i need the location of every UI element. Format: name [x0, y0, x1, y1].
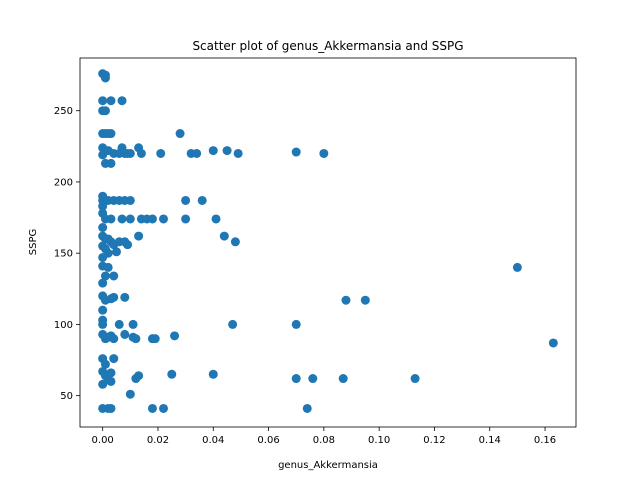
scatter-point: [98, 252, 108, 262]
x-tick-label: 0.02: [147, 435, 169, 446]
scatter-point: [98, 201, 108, 211]
chart-title: Scatter plot of genus_Akkermansia and SS…: [192, 39, 463, 53]
scatter-point: [192, 148, 202, 158]
scatter-point: [120, 292, 130, 302]
scatter-point: [548, 338, 558, 348]
scatter-point: [106, 368, 116, 378]
scatter-point: [111, 247, 121, 257]
scatter-point: [131, 334, 141, 344]
scatter-point: [125, 389, 135, 399]
scatter-point: [103, 262, 113, 272]
scatter-point: [360, 295, 370, 305]
x-tick-label: 0.16: [534, 435, 556, 446]
x-tick-label: 0.10: [368, 435, 390, 446]
scatter-point: [512, 262, 522, 272]
scatter-point: [98, 223, 108, 233]
scatter-point: [291, 319, 301, 329]
scatter-point: [134, 231, 144, 241]
y-axis-ticks: 50 100 150 200 250: [54, 106, 80, 402]
scatter-point: [175, 129, 185, 139]
scatter-point: [109, 271, 119, 281]
x-tick-label: 0.14: [479, 435, 501, 446]
scatter-point: [147, 214, 157, 224]
scatter-point: [100, 271, 110, 281]
scatter-point: [211, 214, 221, 224]
scatter-point: [150, 334, 160, 344]
x-axis-label: genus_Akkermansia: [278, 460, 378, 471]
scatter-point: [106, 129, 116, 139]
x-tick-label: 0.06: [257, 435, 279, 446]
scatter-point: [98, 96, 108, 106]
scatter-point: [291, 147, 301, 157]
scatter-point: [128, 319, 138, 329]
scatter-point: [125, 148, 135, 158]
scatter-point: [109, 334, 119, 344]
scatter-point: [109, 292, 119, 302]
x-tick-label: 0.04: [202, 435, 224, 446]
scatter-point: [98, 278, 108, 288]
points-layer: [98, 69, 558, 413]
scatter-point: [147, 403, 157, 413]
scatter-point: [338, 374, 348, 384]
x-tick-label: 0.12: [423, 435, 445, 446]
scatter-point: [125, 195, 135, 205]
x-tick-label: 0.08: [313, 435, 335, 446]
scatter-point: [181, 195, 191, 205]
scatter-point: [117, 96, 127, 106]
scatter-point: [208, 146, 218, 156]
scatter-point: [410, 374, 420, 384]
scatter-point: [233, 148, 243, 158]
scatter-point: [120, 329, 130, 339]
scatter-point: [228, 319, 238, 329]
scatter-point: [219, 231, 229, 241]
y-tick-label: 150: [54, 249, 73, 260]
scatter-point: [106, 96, 116, 106]
scatter-point: [106, 403, 116, 413]
plot-frame: [79, 57, 577, 428]
x-axis-ticks: 0.00 0.02 0.04 0.06 0.08 0.10 0.12 0.14 0.16: [92, 427, 556, 446]
scatter-point: [136, 148, 146, 158]
scatter-point: [98, 305, 108, 315]
scatter-point: [197, 195, 207, 205]
scatter-point: [117, 214, 127, 224]
scatter-point: [114, 319, 124, 329]
scatter-point: [106, 158, 116, 168]
scatter-point: [109, 354, 119, 364]
y-axis-label: SSPG: [28, 229, 39, 255]
scatter-point: [159, 403, 168, 413]
scatter-point: [222, 146, 232, 156]
scatter-point: [100, 106, 110, 116]
scatter-point: [159, 214, 168, 224]
scatter-point: [156, 148, 166, 158]
scatter-point: [98, 150, 108, 160]
scatter-point: [125, 214, 135, 224]
scatter-point: [341, 295, 351, 305]
scatter-point: [100, 73, 110, 83]
scatter-point: [181, 214, 191, 224]
scatter-point: [167, 369, 177, 379]
scatter-point: [106, 376, 116, 386]
scatter-point: [98, 319, 108, 329]
scatter-point: [98, 379, 108, 389]
scatter-point: [319, 148, 329, 158]
scatter-point: [308, 374, 318, 384]
scatter-point: [106, 214, 116, 224]
scatter-point: [291, 374, 301, 384]
y-tick-label: 50: [60, 391, 73, 402]
x-tick-label: 0.00: [92, 435, 114, 446]
scatter-point: [230, 237, 240, 247]
scatter-point: [302, 403, 312, 413]
scatter-point: [170, 331, 180, 341]
scatter-point: [123, 240, 133, 250]
y-tick-label: 200: [54, 177, 73, 188]
scatter-point: [134, 371, 144, 381]
y-tick-label: 250: [54, 106, 73, 117]
scatter-point: [100, 359, 110, 369]
scatter-point: [208, 369, 218, 379]
y-tick-label: 100: [54, 320, 73, 331]
